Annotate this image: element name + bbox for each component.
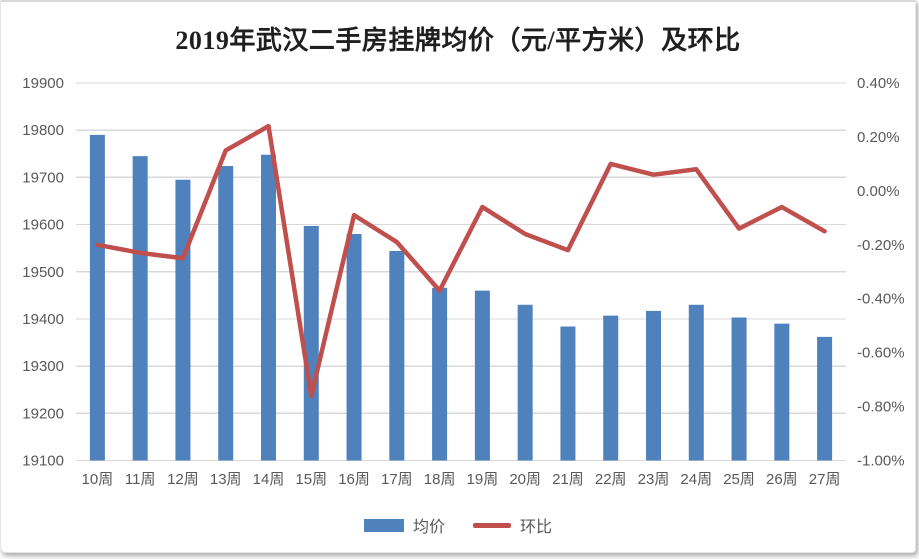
price-bar: [603, 315, 619, 461]
price-bar: [261, 154, 276, 461]
left-axis-tick-label: 19600: [22, 217, 64, 234]
left-axis-tick-label: 19800: [22, 122, 64, 139]
left-axis-tick-label: 19900: [22, 75, 64, 92]
legend-bar-swatch-icon: [363, 518, 404, 532]
right-axis-tick-label: 0.40%: [857, 75, 900, 92]
x-axis-tick-label: 19周: [467, 471, 499, 488]
price-bar: [688, 304, 704, 461]
price-bar: [646, 310, 661, 461]
right-axis-tick-label: -1.00%: [857, 453, 905, 470]
price-bar: [303, 225, 319, 461]
right-axis-tick-label: -0.20%: [857, 237, 905, 254]
x-axis-tick-label: 14周: [253, 471, 285, 488]
x-axis-tick-label: 20周: [509, 471, 541, 488]
x-axis-tick-label: 24周: [680, 471, 712, 488]
x-axis-tick-label: 21周: [552, 471, 584, 488]
right-axis-tick-label: 0.20%: [857, 129, 900, 146]
price-bar: [432, 287, 448, 461]
right-axis-tick-label: -0.40%: [857, 291, 905, 308]
left-axis-tick-label: 19100: [22, 453, 64, 470]
price-bar: [560, 326, 576, 461]
momentum-line: [95, 123, 827, 399]
left-axis-tick-label: 19400: [22, 311, 64, 328]
left-axis-tick-label: 19200: [22, 405, 64, 422]
price-bar: [474, 290, 490, 461]
legend-item-price: 均价: [363, 513, 445, 537]
chart-title: 2019年武汉二手房挂牌均价（元/平方米）及环比: [175, 26, 741, 55]
right-axis-tick-label: -0.60%: [857, 345, 905, 362]
right-axis-tick-label: -0.80%: [857, 399, 905, 416]
price-bar: [175, 179, 191, 461]
x-axis-tick-label: 13周: [210, 471, 242, 488]
price-bar: [389, 250, 405, 461]
price-bar: [774, 323, 790, 461]
price-bar: [218, 166, 234, 461]
legend-line-swatch-icon: [473, 522, 511, 528]
x-axis-tick-label: 27周: [809, 471, 841, 488]
x-axis-tick-label: 26周: [766, 471, 798, 488]
legend-item-momentum: 环比: [473, 513, 552, 537]
price-bar: [89, 134, 105, 461]
price-bar: [132, 156, 148, 461]
legend-bar-label: 均价: [412, 519, 445, 536]
x-axis-tick-label: 15周: [295, 471, 327, 488]
legend-line-label: 环比: [520, 519, 553, 536]
left-axis-tick-label: 19500: [22, 264, 64, 281]
x-axis-tick-label: 16周: [338, 471, 370, 488]
left-axis-tick-label: 19700: [22, 169, 64, 186]
x-axis-tick-label: 12周: [167, 471, 199, 488]
price-momentum-plot: 19900 19800 19700 19600 19500 19400 19300 19200…: [22, 75, 905, 488]
chart-legend: 均价 环比: [1, 513, 915, 537]
x-axis-tick-label: 10周: [82, 471, 114, 488]
price-bar: [731, 317, 747, 461]
price-bar: [346, 234, 362, 461]
price-bar: [817, 336, 833, 461]
price-bar: [517, 304, 533, 461]
x-axis-tick-label: 11周: [125, 471, 156, 488]
x-axis-tick-label: 23周: [638, 471, 670, 488]
x-axis-tick-label: 22周: [595, 471, 627, 488]
x-axis-tick-label: 17周: [381, 471, 413, 488]
right-axis-tick-label: 0.00%: [857, 183, 900, 200]
x-axis-tick-label: 18周: [424, 471, 456, 488]
x-axis-tick-label: 25周: [723, 471, 755, 488]
left-axis-tick-label: 19300: [22, 358, 64, 375]
